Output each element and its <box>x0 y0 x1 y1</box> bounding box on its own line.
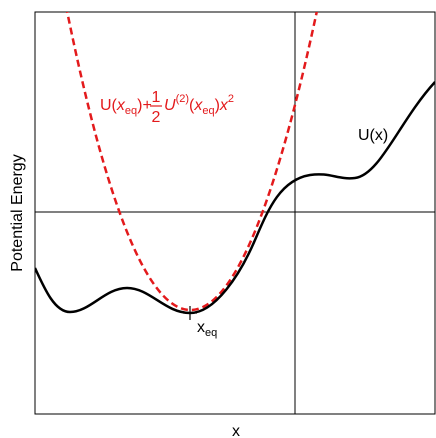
x-axis-title: x <box>232 423 240 438</box>
fraction-denominator: 2 <box>152 109 161 126</box>
potential-curve-label: U(x) <box>358 127 388 144</box>
approximation-label: U(xeq)+ 1 2 U(2)(xeq)x2 <box>100 89 234 126</box>
fraction-numerator: 1 <box>152 89 161 106</box>
harmonic-approximation-curve <box>65 12 318 311</box>
y-axis-title: Potential Energy <box>9 154 26 271</box>
plot-frame <box>34 11 436 415</box>
equilibrium-plus-marker <box>183 306 197 320</box>
svg-text:U(xeq)+: U(xeq)+ <box>100 97 152 117</box>
svg-text:U(2)(xeq)x2: U(2)(xeq)x2 <box>164 93 234 117</box>
xeq-label: xeq <box>197 319 217 339</box>
potential-energy-curve <box>35 81 435 315</box>
